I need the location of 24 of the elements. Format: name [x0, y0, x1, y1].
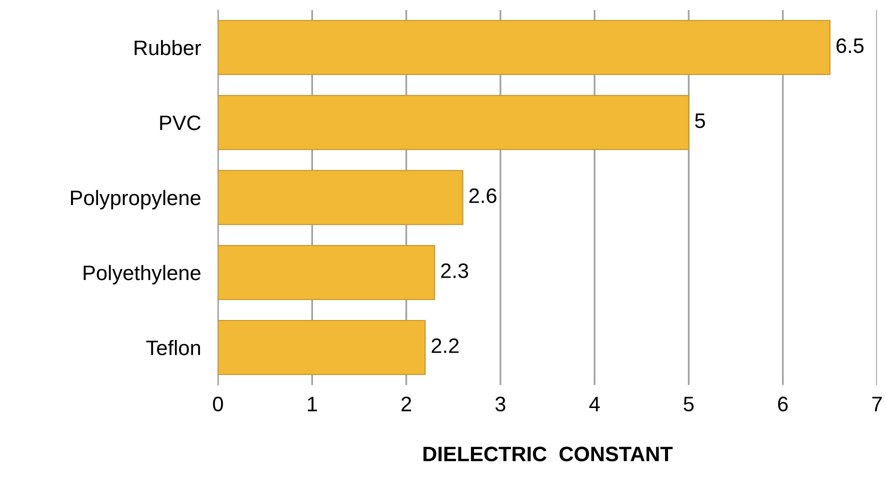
data-label: 2.2: [432, 338, 459, 353]
y-tick-label: PVC: [160, 116, 201, 130]
y-tick-label: Teflon: [146, 340, 200, 356]
data-label: 5: [695, 114, 705, 128]
x-tick-label: 7: [872, 396, 882, 412]
data-label: 6.5: [836, 38, 864, 54]
x-tick-label: 2: [402, 396, 412, 412]
x-tick-label: 5: [684, 396, 694, 412]
x-tick-label: 4: [589, 396, 600, 412]
y-tick-label: Polypropylene: [71, 190, 200, 210]
bar: [218, 170, 464, 226]
bar: [218, 320, 426, 376]
y-tick-label: Polyethylene: [84, 264, 200, 284]
y-tick-label: Rubber: [134, 40, 201, 56]
bar: [218, 94, 690, 150]
data-label: 2.3: [441, 263, 468, 278]
x-axis-title: DIELECTRIC CONSTANT: [424, 446, 673, 462]
x-tick-label: 0: [213, 396, 223, 412]
x-tick-label: 3: [495, 396, 506, 412]
data-label: 2.6: [469, 188, 496, 204]
bar: [218, 244, 436, 300]
bar: [218, 20, 830, 76]
x-tick-label: 6: [778, 396, 788, 412]
x-tick-label: 1: [308, 396, 317, 412]
